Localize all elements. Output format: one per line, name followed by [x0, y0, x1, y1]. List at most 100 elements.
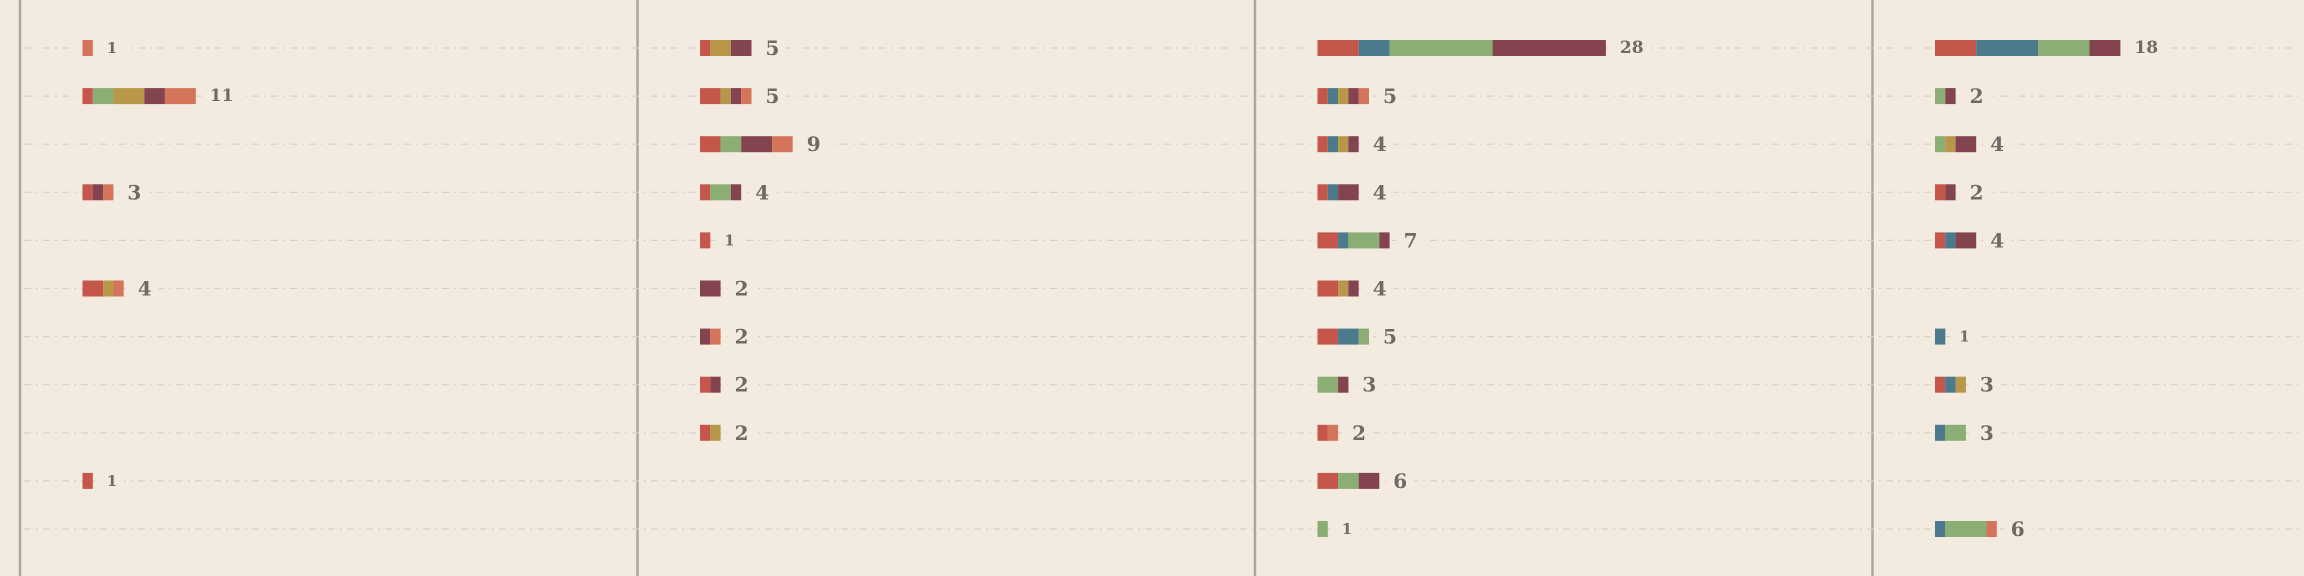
bar-segment — [144, 88, 165, 105]
bar-segment — [1945, 232, 1956, 249]
label-gap — [727, 429, 756, 436]
bar-segment — [103, 184, 114, 201]
bar-segment — [1338, 136, 1349, 153]
bar-total-label: 2 — [735, 277, 749, 301]
bar-segment — [1935, 184, 1946, 201]
bar: 28 — [1317, 38, 1651, 58]
bar: 5 — [1317, 325, 1404, 349]
bar-segment — [700, 184, 711, 201]
label-gap — [1983, 237, 2012, 244]
bar-segment — [1358, 328, 1369, 345]
bar-segment — [1338, 376, 1349, 393]
bar-total-label: 1 — [724, 231, 734, 249]
label-gap — [799, 141, 828, 148]
bar-segment — [1492, 40, 1606, 56]
bar-segment — [92, 184, 104, 201]
bar-segment — [1945, 136, 1956, 153]
bar: 1 — [82, 39, 125, 57]
bar-segment — [1935, 40, 1977, 56]
label-gap — [1972, 429, 2001, 436]
bar-segment — [700, 136, 721, 153]
grid-lines — [24, 47, 2304, 530]
bar-total-label: 4 — [1990, 132, 2004, 156]
bar: 2 — [700, 421, 756, 445]
bar: 5 — [1317, 84, 1404, 108]
bar-segment — [1338, 184, 1359, 201]
label-gap — [717, 237, 742, 244]
label-gap — [1365, 285, 1394, 292]
bar-total-label: 18 — [2134, 38, 2158, 58]
bar-total-label: 2 — [1970, 84, 1984, 108]
bar-segment — [1327, 88, 1339, 105]
panel-2: 5 5 9 4 1 2 2 2 2 — [700, 36, 828, 445]
label-gap — [1365, 141, 1394, 148]
bar: 5 — [700, 36, 787, 60]
bar-total-label: 1 — [107, 472, 117, 490]
bar-segment — [730, 40, 752, 56]
bar: 6 — [1935, 517, 2032, 541]
bar: 3 — [82, 180, 149, 204]
bar: 1 — [1317, 520, 1360, 538]
bar-total-label: 3 — [127, 180, 141, 204]
bar-segment — [1379, 232, 1390, 249]
bar-segment — [1338, 88, 1349, 105]
bar-segment — [700, 328, 711, 345]
bar-segment — [1338, 280, 1349, 297]
bar-segment — [1986, 521, 1997, 537]
bar-segment — [1348, 136, 1359, 153]
bar-segment — [710, 424, 721, 441]
bar: 2 — [700, 277, 756, 301]
bar: 4 — [700, 180, 777, 204]
label-gap — [1962, 93, 1991, 100]
bar-segment — [1945, 184, 1956, 201]
bar-segment — [1935, 88, 1946, 105]
bar: 2 — [1935, 84, 1991, 108]
bar-segment — [82, 88, 93, 105]
bar-total-label: 5 — [1383, 84, 1397, 108]
bar-total-label: 7 — [1404, 228, 1418, 252]
bar-segment — [1317, 88, 1328, 105]
bar-segment — [1338, 328, 1359, 345]
bar: 5 — [700, 84, 787, 108]
bar: 2 — [700, 325, 756, 349]
bar: 4 — [1935, 228, 2012, 252]
bar: 9 — [700, 132, 828, 156]
label-gap — [727, 381, 756, 388]
bar-segment — [1976, 40, 2038, 56]
label-gap — [1386, 477, 1415, 484]
bar: 2 — [700, 373, 756, 397]
bar-total-label: 2 — [1352, 421, 1366, 445]
label-gap — [1952, 333, 1977, 340]
label-gap — [1376, 93, 1404, 100]
label-gap — [727, 285, 756, 292]
bar-segment — [1317, 472, 1339, 489]
bar-segment — [1358, 40, 1390, 56]
bar-segment — [741, 136, 773, 153]
bar-segment — [1317, 424, 1328, 441]
bar-segment — [113, 280, 124, 297]
bar-total-label: 5 — [766, 84, 780, 108]
bar-total-label: 6 — [1393, 469, 1407, 493]
bar: 7 — [1317, 228, 1425, 252]
bar-segment — [1348, 88, 1359, 105]
bar-total-label: 1 — [107, 39, 117, 57]
bar-segment — [1945, 521, 1987, 537]
label-gap — [202, 93, 241, 100]
bar: 2 — [1317, 421, 1374, 445]
bar: 4 — [82, 277, 159, 301]
label-gap — [130, 285, 159, 292]
bar-segment — [1317, 328, 1339, 345]
bar: 18 — [1935, 38, 2166, 58]
bar-segment — [720, 88, 731, 105]
label-gap — [1334, 526, 1360, 532]
bar-segment — [82, 472, 93, 489]
label-gap — [1365, 189, 1394, 196]
bar-segment — [1317, 376, 1339, 393]
bar-total-label: 4 — [138, 277, 152, 301]
bar-segment — [772, 136, 793, 153]
bar-segment — [2038, 40, 2090, 56]
bar-segment — [1317, 232, 1339, 249]
bar-segment — [1317, 521, 1328, 537]
